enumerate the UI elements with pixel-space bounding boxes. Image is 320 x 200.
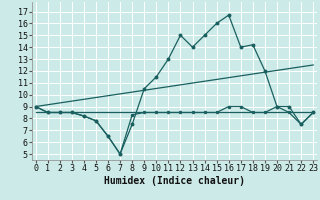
X-axis label: Humidex (Indice chaleur): Humidex (Indice chaleur) bbox=[104, 176, 245, 186]
